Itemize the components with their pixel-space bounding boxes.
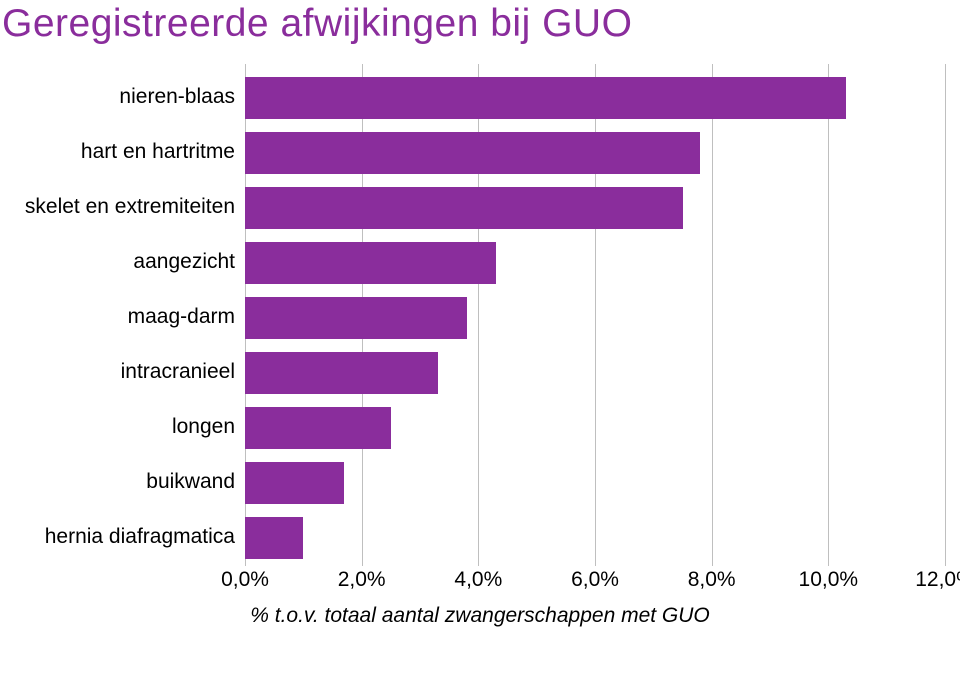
category-label: aangezicht <box>0 250 235 273</box>
axis-tick <box>595 560 596 566</box>
x-tick-label: 12,0% <box>910 568 960 592</box>
x-tick-label: 0,0% <box>210 568 280 592</box>
bar <box>245 462 344 504</box>
axis-tick <box>712 64 713 70</box>
bar <box>245 352 438 394</box>
axis-tick <box>712 560 713 566</box>
axis-tick <box>945 64 946 70</box>
bar <box>245 517 303 559</box>
axis-tick <box>595 64 596 70</box>
chart-title: Geregistreerde afwijkingen bij GUO <box>0 0 960 46</box>
x-axis-label: % t.o.v. totaal aantal zwangerschappen m… <box>0 604 960 628</box>
x-tick-label: 10,0% <box>793 568 863 592</box>
axis-tick <box>245 64 246 70</box>
axis-tick <box>362 64 363 70</box>
bar <box>245 407 391 449</box>
x-tick-label: 6,0% <box>560 568 630 592</box>
axis-tick <box>478 560 479 566</box>
axis-tick <box>478 64 479 70</box>
bar <box>245 242 496 284</box>
x-tick-label: 8,0% <box>677 568 747 592</box>
axis-tick <box>245 560 246 566</box>
axis-tick <box>945 560 946 566</box>
bar-chart: nieren-blaas hart en hartritme skelet en e… <box>0 70 960 600</box>
bar <box>245 132 700 174</box>
category-label: hernia diafragmatica <box>0 525 235 548</box>
bar <box>245 297 467 339</box>
category-label: buikwand <box>0 470 235 493</box>
grid-line <box>828 70 829 560</box>
x-tick-label: 4,0% <box>443 568 513 592</box>
x-tick-label: 2,0% <box>327 568 397 592</box>
category-label: nieren-blaas <box>0 85 235 108</box>
grid-line <box>712 70 713 560</box>
category-label: maag-darm <box>0 305 235 328</box>
axis-tick <box>828 64 829 70</box>
category-label: hart en hartritme <box>0 140 235 163</box>
category-label: intracranieel <box>0 360 235 383</box>
plot-area <box>245 70 945 560</box>
bar <box>245 77 846 119</box>
bar <box>245 187 683 229</box>
axis-tick <box>362 560 363 566</box>
axis-tick <box>828 560 829 566</box>
category-label: skelet en extremiteiten <box>0 195 235 218</box>
grid-line <box>945 70 946 560</box>
category-label: longen <box>0 415 235 438</box>
